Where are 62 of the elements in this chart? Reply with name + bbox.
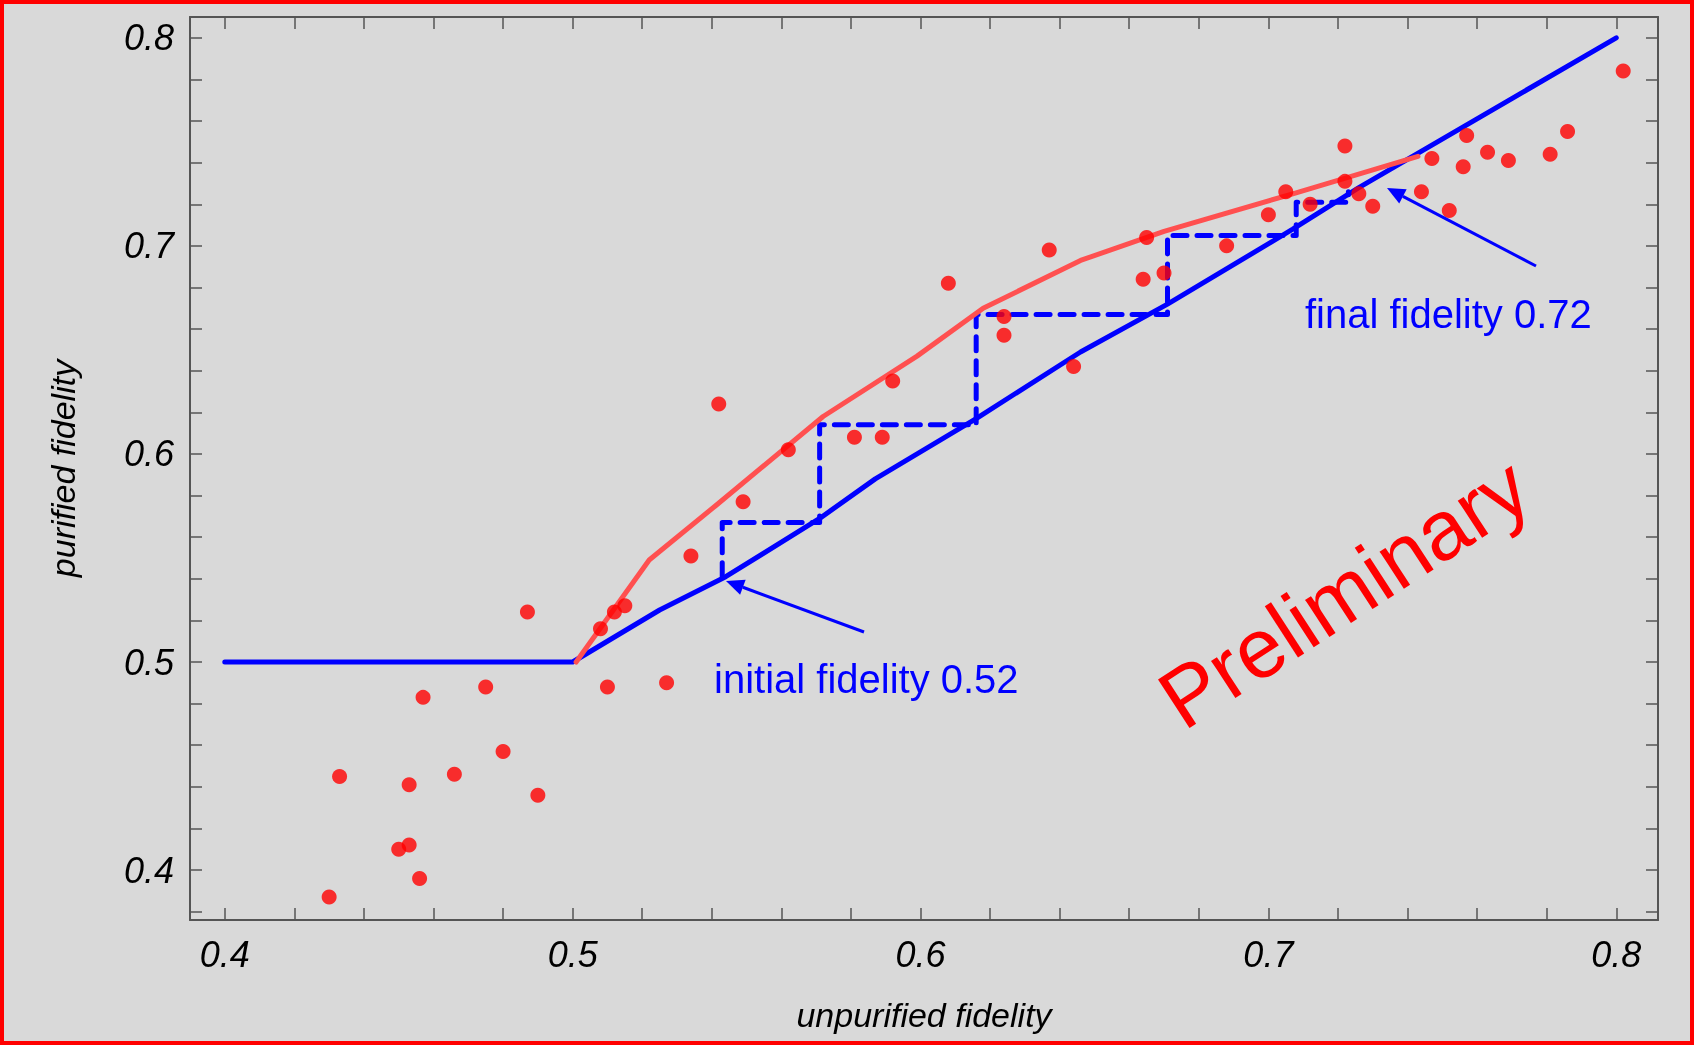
point xyxy=(940,275,956,291)
x-tick-label: 0.4 xyxy=(199,933,250,975)
point xyxy=(711,396,727,412)
point xyxy=(1041,242,1057,258)
point xyxy=(735,494,751,510)
y-axis-title: purified fidelity xyxy=(44,357,82,579)
point xyxy=(996,309,1012,325)
point xyxy=(846,429,862,445)
point xyxy=(446,766,462,782)
annotation: final fidelity 0.72 xyxy=(1305,292,1592,336)
point xyxy=(412,870,428,886)
point xyxy=(332,768,348,784)
point xyxy=(683,548,699,564)
point xyxy=(1351,186,1367,202)
point xyxy=(519,604,535,620)
point xyxy=(530,787,546,803)
point xyxy=(1139,230,1155,246)
point xyxy=(1365,198,1381,214)
point xyxy=(1413,184,1429,200)
point xyxy=(780,442,796,458)
x-tick-label: 0.8 xyxy=(1591,933,1642,975)
point xyxy=(617,598,633,614)
point xyxy=(1480,144,1496,160)
point xyxy=(1302,196,1318,212)
point xyxy=(1424,150,1440,166)
point xyxy=(401,777,417,793)
point xyxy=(1260,207,1276,223)
point xyxy=(401,837,417,853)
point xyxy=(659,675,675,691)
point xyxy=(1337,138,1353,154)
point xyxy=(321,889,337,905)
point xyxy=(996,327,1012,343)
point xyxy=(874,429,890,445)
point xyxy=(415,689,431,705)
point xyxy=(1459,128,1475,144)
y-tick-label: 0.7 xyxy=(123,225,176,267)
x-axis-title: unpurified fidelity xyxy=(796,996,1054,1034)
point xyxy=(1560,123,1576,139)
point xyxy=(1156,265,1172,281)
x-tick-label: 0.5 xyxy=(547,933,599,975)
y-tick-label: 0.8 xyxy=(123,17,174,59)
point xyxy=(495,743,511,759)
point xyxy=(1219,238,1235,254)
point xyxy=(478,679,494,695)
y-tick-label: 0.4 xyxy=(123,849,174,891)
point xyxy=(1542,146,1558,162)
point xyxy=(1455,159,1471,175)
point xyxy=(1337,173,1353,189)
point xyxy=(885,373,901,389)
annotation: initial fidelity 0.52 xyxy=(714,657,1019,701)
y-tick-label: 0.5 xyxy=(123,641,175,683)
point xyxy=(1500,153,1516,169)
point xyxy=(1066,359,1082,375)
point xyxy=(593,621,608,637)
point xyxy=(1135,271,1151,287)
x-tick-label: 0.7 xyxy=(1243,933,1296,975)
point xyxy=(1441,203,1457,218)
point xyxy=(1615,63,1631,79)
point xyxy=(1278,184,1294,200)
point xyxy=(599,679,615,695)
y-tick-label: 0.6 xyxy=(123,433,175,475)
x-tick-label: 0.6 xyxy=(895,933,947,975)
